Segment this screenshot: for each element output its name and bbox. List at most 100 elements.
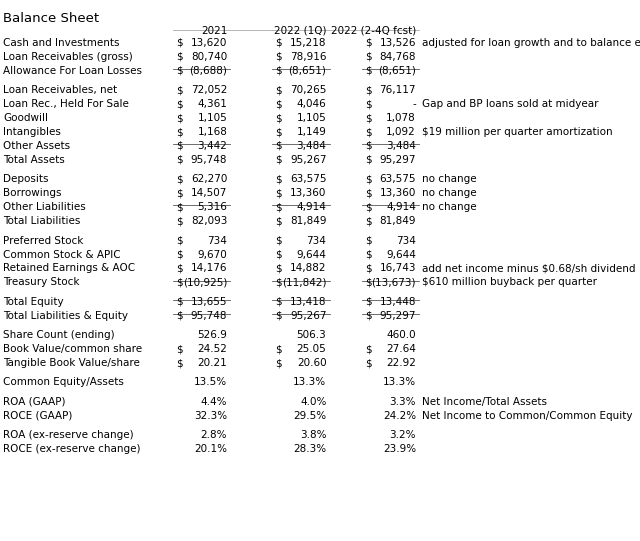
Text: $: $ <box>176 52 182 62</box>
Text: $: $ <box>176 141 182 151</box>
Text: 25.05: 25.05 <box>297 344 326 354</box>
Text: (8,651): (8,651) <box>289 66 326 76</box>
Text: adjusted for loan growth and to balance equity: adjusted for loan growth and to balance … <box>422 38 640 48</box>
Text: Loan Receivables, net: Loan Receivables, net <box>3 85 117 95</box>
Text: Net Income to Common/Common Equity: Net Income to Common/Common Equity <box>422 411 633 421</box>
Text: no change: no change <box>422 202 477 212</box>
Text: 13,448: 13,448 <box>380 297 416 307</box>
Text: (10,925): (10,925) <box>183 278 227 287</box>
Text: 2021: 2021 <box>201 26 227 36</box>
Text: 1,149: 1,149 <box>296 127 326 137</box>
Text: $: $ <box>275 66 282 76</box>
Text: no change: no change <box>422 174 477 184</box>
Text: Total Liabilities: Total Liabilities <box>3 216 81 226</box>
Text: Goodwill: Goodwill <box>3 113 48 123</box>
Text: $: $ <box>176 127 182 137</box>
Text: 4,361: 4,361 <box>197 99 227 109</box>
Text: 13,655: 13,655 <box>191 297 227 307</box>
Text: $: $ <box>365 358 371 368</box>
Text: Preferred Stock: Preferred Stock <box>3 235 84 246</box>
Text: $: $ <box>365 99 371 109</box>
Text: 2022 (1Q): 2022 (1Q) <box>274 26 326 36</box>
Text: Other Assets: Other Assets <box>3 141 70 151</box>
Text: $: $ <box>275 141 282 151</box>
Text: Common Equity/Assets: Common Equity/Assets <box>3 378 124 387</box>
Text: Total Liabilities & Equity: Total Liabilities & Equity <box>3 311 128 321</box>
Text: 82,093: 82,093 <box>191 216 227 226</box>
Text: Retained Earnings & AOC: Retained Earnings & AOC <box>3 263 135 273</box>
Text: Common Stock & APIC: Common Stock & APIC <box>3 249 121 260</box>
Text: 80,740: 80,740 <box>191 52 227 62</box>
Text: 70,265: 70,265 <box>290 85 326 95</box>
Text: $: $ <box>176 344 182 354</box>
Text: 24.52: 24.52 <box>197 344 227 354</box>
Text: $: $ <box>365 127 371 137</box>
Text: Total Equity: Total Equity <box>3 297 64 307</box>
Text: 4,914: 4,914 <box>386 202 416 212</box>
Text: 95,267: 95,267 <box>290 155 326 165</box>
Text: $: $ <box>275 188 282 198</box>
Text: Book Value/common share: Book Value/common share <box>3 344 142 354</box>
Text: $: $ <box>275 263 282 273</box>
Text: $: $ <box>275 127 282 137</box>
Text: $: $ <box>275 85 282 95</box>
Text: 506.3: 506.3 <box>297 330 326 340</box>
Text: 526.9: 526.9 <box>197 330 227 340</box>
Text: 5,316: 5,316 <box>197 202 227 212</box>
Text: Deposits: Deposits <box>3 174 49 184</box>
Text: -: - <box>412 99 416 109</box>
Text: 29.5%: 29.5% <box>293 411 326 421</box>
Text: 95,297: 95,297 <box>380 155 416 165</box>
Text: 20.1%: 20.1% <box>194 444 227 454</box>
Text: 15,218: 15,218 <box>290 38 326 48</box>
Text: $: $ <box>176 155 182 165</box>
Text: 13,418: 13,418 <box>290 297 326 307</box>
Text: 14,507: 14,507 <box>191 188 227 198</box>
Text: $: $ <box>275 344 282 354</box>
Text: 1,168: 1,168 <box>197 127 227 137</box>
Text: $: $ <box>365 85 371 95</box>
Text: $: $ <box>365 113 371 123</box>
Text: $: $ <box>176 66 182 76</box>
Text: $: $ <box>365 344 371 354</box>
Text: $: $ <box>275 99 282 109</box>
Text: 3,484: 3,484 <box>386 141 416 151</box>
Text: 734: 734 <box>207 235 227 246</box>
Text: $: $ <box>275 358 282 368</box>
Text: 13,620: 13,620 <box>191 38 227 48</box>
Text: $610 million buyback per quarter: $610 million buyback per quarter <box>422 278 597 287</box>
Text: $: $ <box>275 235 282 246</box>
Text: Borrowings: Borrowings <box>3 188 61 198</box>
Text: 23.9%: 23.9% <box>383 444 416 454</box>
Text: $: $ <box>176 174 182 184</box>
Text: (8,688): (8,688) <box>189 66 227 76</box>
Text: 734: 734 <box>307 235 326 246</box>
Text: 14,176: 14,176 <box>191 263 227 273</box>
Text: $: $ <box>275 216 282 226</box>
Text: ROCE (ex-reserve change): ROCE (ex-reserve change) <box>3 444 141 454</box>
Text: $: $ <box>176 85 182 95</box>
Text: $: $ <box>365 141 371 151</box>
Text: 4.4%: 4.4% <box>201 397 227 407</box>
Text: 9,644: 9,644 <box>386 249 416 260</box>
Text: Loan Receivables (gross): Loan Receivables (gross) <box>3 52 133 62</box>
Text: $: $ <box>275 113 282 123</box>
Text: $19 million per quarter amortization: $19 million per quarter amortization <box>422 127 613 137</box>
Text: 13,360: 13,360 <box>380 188 416 198</box>
Text: 84,768: 84,768 <box>380 52 416 62</box>
Text: 2.8%: 2.8% <box>201 430 227 440</box>
Text: $: $ <box>275 278 282 287</box>
Text: Cash and Investments: Cash and Investments <box>3 38 120 48</box>
Text: $: $ <box>365 188 371 198</box>
Text: $: $ <box>365 66 371 76</box>
Text: 27.64: 27.64 <box>386 344 416 354</box>
Text: 1,105: 1,105 <box>198 113 227 123</box>
Text: $: $ <box>365 216 371 226</box>
Text: Share Count (ending): Share Count (ending) <box>3 330 115 340</box>
Text: 460.0: 460.0 <box>387 330 416 340</box>
Text: Tangible Book Value/share: Tangible Book Value/share <box>3 358 140 368</box>
Text: $: $ <box>365 155 371 165</box>
Text: 4.0%: 4.0% <box>300 397 326 407</box>
Text: 13.5%: 13.5% <box>194 378 227 387</box>
Text: add net income minus $0.68/sh dividend: add net income minus $0.68/sh dividend <box>422 263 636 273</box>
